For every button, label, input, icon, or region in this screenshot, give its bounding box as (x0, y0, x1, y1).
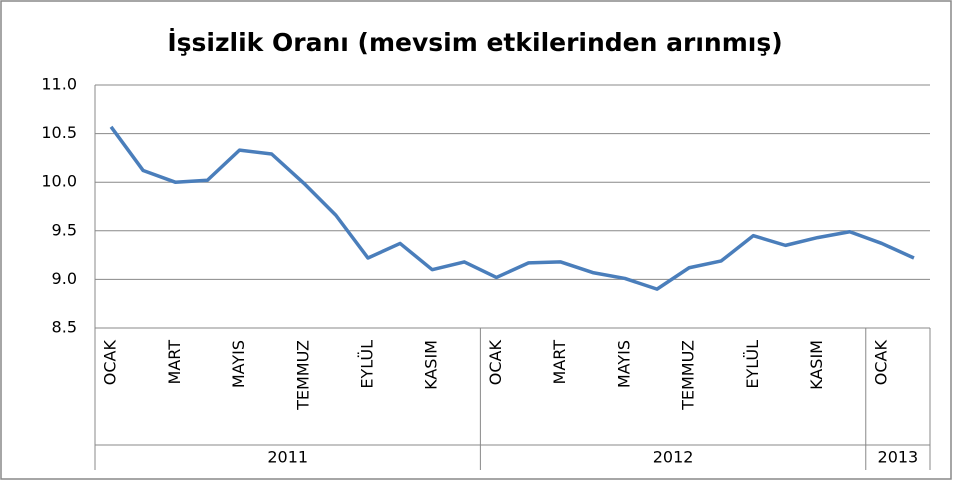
x-tick-label: OCAK (101, 339, 120, 385)
year-label: 2012 (653, 448, 694, 467)
x-tick-label: TEMMUZ (679, 340, 698, 411)
x-tick-label: KASIM (807, 340, 826, 390)
x-tick-label: MART (550, 340, 569, 385)
y-tick-label: 10.5 (41, 123, 77, 142)
y-tick-label: 9.5 (52, 220, 77, 239)
year-label: 2013 (878, 448, 919, 467)
x-tick-label: MAYIS (229, 340, 248, 388)
x-tick-label: EYLÜL (743, 340, 762, 389)
x-tick-label: EYLÜL (357, 340, 376, 389)
x-tick-label: TEMMUZ (293, 340, 312, 411)
y-tick-label: 9.0 (52, 269, 77, 288)
x-tick-label: MART (165, 340, 184, 385)
x-tick-label: OCAK (486, 339, 505, 385)
chart-title: İşsizlik Oranı (mevsim etkilerinden arın… (167, 27, 782, 57)
year-label: 2011 (267, 448, 308, 467)
x-tick-label: OCAK (871, 339, 890, 385)
y-tick-label: 11.0 (41, 75, 77, 94)
y-tick-label: 10.0 (41, 172, 77, 191)
data-line (109, 125, 915, 291)
y-tick-label: 8.5 (52, 318, 77, 337)
x-tick-label: MAYIS (614, 340, 633, 388)
x-tick-label: KASIM (422, 340, 441, 390)
